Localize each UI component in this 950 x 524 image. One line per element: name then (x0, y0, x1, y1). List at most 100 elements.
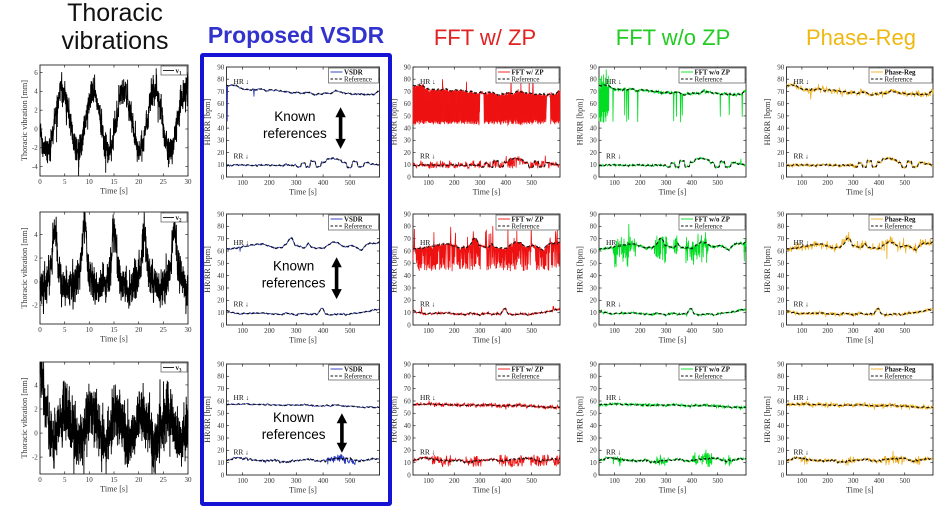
svg-text:20: 20 (404, 149, 412, 157)
svg-text:10: 10 (86, 178, 94, 186)
svg-text:30: 30 (404, 137, 412, 145)
svg-text:400: 400 (874, 179, 885, 187)
svg-text:references: references (262, 276, 326, 291)
svg-text:80: 80 (404, 223, 412, 231)
svg-text:5: 5 (63, 476, 67, 484)
svg-text:60: 60 (590, 247, 598, 255)
svg-text:10: 10 (404, 459, 412, 467)
svg-text:100: 100 (423, 477, 434, 485)
svg-text:0: 0 (781, 173, 785, 181)
svg-text:40: 40 (590, 125, 598, 133)
svg-text:HR ↓: HR ↓ (794, 238, 810, 247)
svg-text:100: 100 (423, 179, 434, 187)
svg-text:40: 40 (217, 125, 225, 133)
svg-text:20: 20 (135, 326, 143, 334)
svg-text:20: 20 (217, 149, 225, 157)
svg-text:Time [s]: Time [s] (289, 486, 317, 495)
svg-text:300: 300 (291, 179, 302, 187)
svg-text:400: 400 (874, 327, 885, 335)
svg-text:HR/RR [bpm]: HR/RR [bpm] (763, 396, 772, 443)
svg-text:60: 60 (404, 397, 412, 405)
svg-text:0: 0 (593, 471, 597, 479)
svg-text:-4: -4 (32, 163, 38, 171)
svg-text:-2: -2 (32, 454, 38, 462)
svg-text:30: 30 (217, 434, 225, 442)
svg-text:10: 10 (590, 459, 598, 467)
svg-text:300: 300 (848, 327, 859, 335)
svg-text:90: 90 (590, 63, 598, 71)
svg-text:500: 500 (526, 477, 537, 485)
svg-text:40: 40 (777, 125, 785, 133)
svg-text:Reference: Reference (695, 76, 723, 83)
svg-text:50: 50 (777, 260, 785, 268)
svg-text:50: 50 (777, 410, 785, 418)
svg-text:Time [s]: Time [s] (846, 486, 874, 495)
svg-text:400: 400 (318, 179, 329, 187)
svg-text:50: 50 (404, 410, 412, 418)
svg-text:v1: v1 (176, 67, 183, 77)
svg-text:100: 100 (237, 179, 248, 187)
svg-text:Reference: Reference (885, 373, 913, 380)
svg-text:100: 100 (797, 179, 808, 187)
svg-text:60: 60 (217, 100, 225, 108)
svg-text:0: 0 (38, 326, 42, 334)
svg-text:10: 10 (404, 161, 412, 169)
svg-text:500: 500 (526, 327, 537, 335)
svg-text:Reference: Reference (885, 76, 913, 83)
svg-text:RR ↓: RR ↓ (606, 448, 621, 457)
svg-text:HR/RR [bpm]: HR/RR [bpm] (203, 246, 212, 293)
svg-text:300: 300 (848, 179, 859, 187)
svg-text:10: 10 (217, 161, 225, 169)
svg-text:HR ↓: HR ↓ (234, 238, 250, 247)
svg-text:60: 60 (217, 247, 225, 255)
svg-text:40: 40 (217, 272, 225, 280)
svg-text:30: 30 (404, 434, 412, 442)
svg-text:80: 80 (404, 373, 412, 381)
svg-text:Time [s]: Time [s] (659, 188, 687, 197)
svg-text:90: 90 (404, 360, 412, 368)
svg-text:4: 4 (34, 88, 38, 96)
svg-text:RR ↓: RR ↓ (794, 448, 809, 457)
svg-text:25: 25 (160, 326, 168, 334)
svg-text:VSDR: VSDR (344, 216, 364, 223)
svg-text:500: 500 (899, 327, 910, 335)
svg-text:300: 300 (475, 179, 486, 187)
svg-text:0: 0 (34, 278, 38, 286)
svg-text:30: 30 (217, 137, 225, 145)
svg-text:FFT w/o ZP: FFT w/o ZP (695, 216, 731, 223)
svg-text:0: 0 (593, 173, 597, 181)
svg-text:-2: -2 (32, 144, 38, 152)
svg-text:RR ↓: RR ↓ (234, 448, 249, 457)
svg-text:30: 30 (590, 434, 598, 442)
svg-text:Reference: Reference (344, 373, 372, 380)
svg-text:30: 30 (185, 178, 193, 186)
svg-text:200: 200 (635, 327, 646, 335)
svg-text:RR ↓: RR ↓ (606, 300, 621, 309)
svg-text:80: 80 (590, 223, 598, 231)
svg-text:60: 60 (590, 100, 598, 108)
svg-text:5: 5 (63, 178, 67, 186)
svg-text:4: 4 (34, 381, 38, 389)
svg-text:HR/RR [bpm]: HR/RR [bpm] (576, 396, 585, 443)
svg-text:30: 30 (590, 284, 598, 292)
svg-text:2: 2 (34, 254, 38, 262)
svg-text:RR ↓: RR ↓ (794, 300, 809, 309)
svg-text:Known: Known (274, 109, 315, 124)
svg-text:500: 500 (712, 477, 723, 485)
svg-text:5: 5 (63, 326, 67, 334)
svg-text:Time [s]: Time [s] (659, 486, 687, 495)
svg-text:40: 40 (590, 272, 598, 280)
svg-text:Phase-Reg: Phase-Reg (885, 366, 917, 373)
svg-text:60: 60 (404, 247, 412, 255)
svg-text:80: 80 (777, 373, 785, 381)
svg-text:HR/RR [bpm]: HR/RR [bpm] (390, 246, 399, 293)
svg-text:100: 100 (423, 327, 434, 335)
svg-text:200: 200 (264, 477, 275, 485)
svg-text:300: 300 (291, 477, 302, 485)
svg-text:50: 50 (590, 112, 598, 120)
svg-text:Time [s]: Time [s] (289, 188, 317, 197)
svg-text:0: 0 (407, 173, 411, 181)
svg-text:80: 80 (217, 76, 225, 84)
svg-text:70: 70 (217, 385, 225, 393)
svg-text:400: 400 (687, 477, 698, 485)
